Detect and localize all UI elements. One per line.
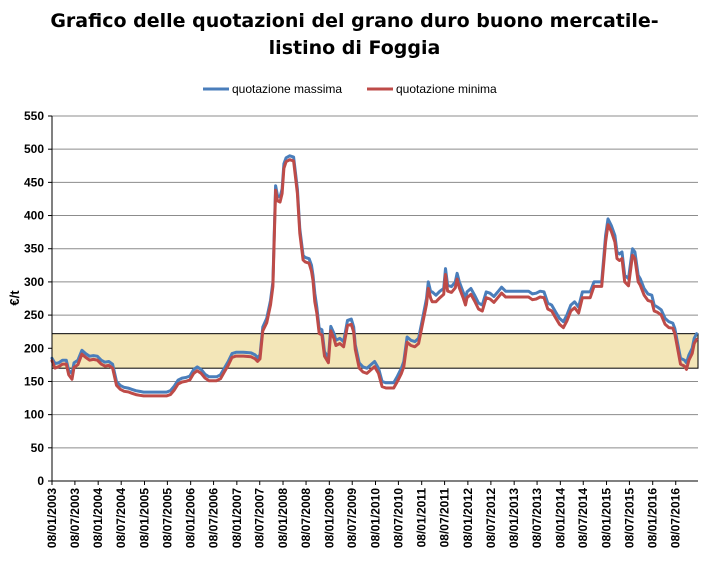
x-tick-label: 08/01/2015 <box>600 488 614 548</box>
x-tick-label: 08/01/2003 <box>45 488 59 548</box>
y-tick-label: 500 <box>24 142 44 156</box>
x-tick-label: 08/01/2012 <box>461 488 475 548</box>
legend-label-massima: quotazione massima <box>232 82 342 96</box>
x-tick-label: 08/07/2007 <box>253 488 267 548</box>
x-tick-label: 08/07/2005 <box>160 488 174 548</box>
series-layer <box>50 154 699 398</box>
x-tick-label: 08/07/2013 <box>530 488 544 548</box>
x-tick-label: 08/07/2009 <box>345 488 359 548</box>
x-tick-label: 08/01/2004 <box>91 488 105 548</box>
x-tick-label: 08/01/2010 <box>369 488 383 548</box>
x-tick-label: 08/07/2010 <box>391 488 405 548</box>
y-axis-label: €/t <box>7 290 22 306</box>
y-tick-label: 200 <box>24 341 44 355</box>
x-tick-label: 08/07/2004 <box>114 488 128 548</box>
x-tick-label: 08/01/2013 <box>507 488 521 548</box>
y-tick-labels: 0 50 100 150 200 250 300 350 400 450 500 550 <box>24 109 52 488</box>
legend-label-minima: quotazione minima <box>396 82 497 96</box>
x-tick-label: 08/07/2012 <box>484 488 498 548</box>
x-tick-label: 08/07/2016 <box>669 488 683 548</box>
y-tick-label: 400 <box>24 209 44 223</box>
y-tick-label: 0 <box>37 474 44 488</box>
y-tick-label: 50 <box>31 441 45 455</box>
legend: quotazione massima quotazione minima <box>203 82 497 96</box>
y-tick-label: 150 <box>24 374 44 388</box>
x-tick-label: 08/07/2003 <box>68 488 82 548</box>
x-tick-label: 08/01/2009 <box>322 488 336 548</box>
x-tick-label: 08/01/2007 <box>230 488 244 548</box>
x-tick-label: 08/01/2014 <box>553 488 567 548</box>
x-tick-label: 08/01/2011 <box>415 488 429 548</box>
x-tick-label: 08/07/2015 <box>622 488 636 548</box>
y-tick-label: 350 <box>24 242 44 256</box>
y-tick-label: 100 <box>24 408 44 422</box>
x-tick-label: 08/07/2006 <box>207 488 221 548</box>
y-tick-label: 300 <box>24 275 44 289</box>
series-line-minima <box>50 158 699 398</box>
x-tick-label: 08/01/2016 <box>646 488 660 548</box>
x-tick-label: 08/01/2005 <box>138 488 152 548</box>
x-tick-labels: 08/01/2003 08/07/2003 08/01/2004 08/07/2004… <box>45 481 683 548</box>
x-tick-label: 08/07/2011 <box>438 488 452 548</box>
y-tick-label: 450 <box>24 175 44 189</box>
x-tick-label: 08/01/2006 <box>184 488 198 548</box>
x-tick-label: 08/01/2008 <box>276 488 290 548</box>
x-tick-label: 08/07/2008 <box>299 488 313 548</box>
chart-title: Grafico delle quotazioni del grano duro … <box>50 10 659 59</box>
x-tick-label: 08/07/2014 <box>576 488 590 548</box>
y-tick-label: 550 <box>24 109 44 123</box>
y-tick-label: 250 <box>24 308 44 322</box>
